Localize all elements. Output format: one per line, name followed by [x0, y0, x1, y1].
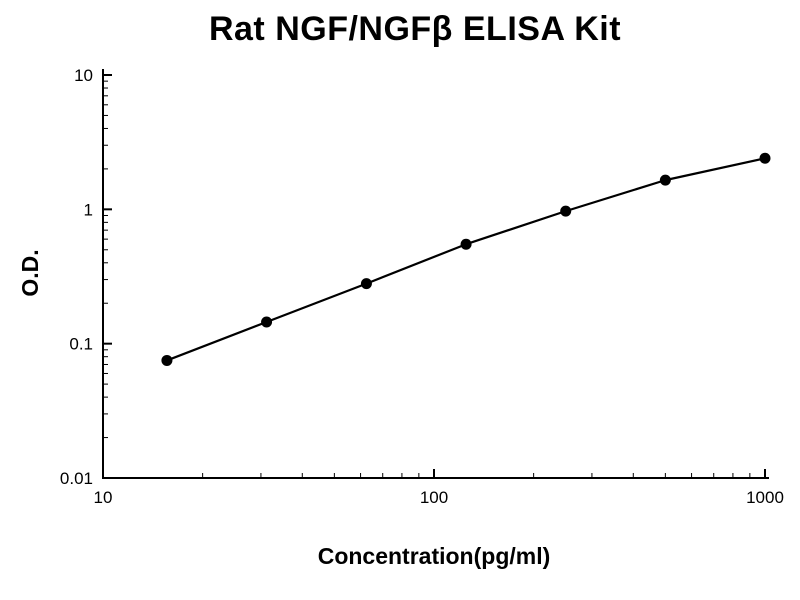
y-tick-label: 0.1 [69, 335, 93, 354]
standard-curve-line [166, 157, 766, 362]
data-point [659, 174, 671, 186]
data-point [759, 152, 771, 164]
data-point [460, 238, 472, 250]
data-point [261, 316, 273, 328]
chart-title: Rat NGF/NGFβ ELISA Kit [208, 10, 622, 48]
y-tick-label: 0.01 [60, 469, 93, 488]
x-axis-label: Concentration(pg/ml) [317, 543, 551, 569]
data-point [560, 205, 572, 217]
x-tick-label: 1000 [746, 488, 784, 507]
data-point [161, 354, 173, 366]
x-tick-label: 10 [94, 488, 113, 507]
y-tick-label: 1 [84, 200, 93, 219]
x-tick-label: 100 [420, 488, 448, 507]
data-point [360, 278, 372, 290]
y-tick-label: 10 [74, 66, 93, 85]
